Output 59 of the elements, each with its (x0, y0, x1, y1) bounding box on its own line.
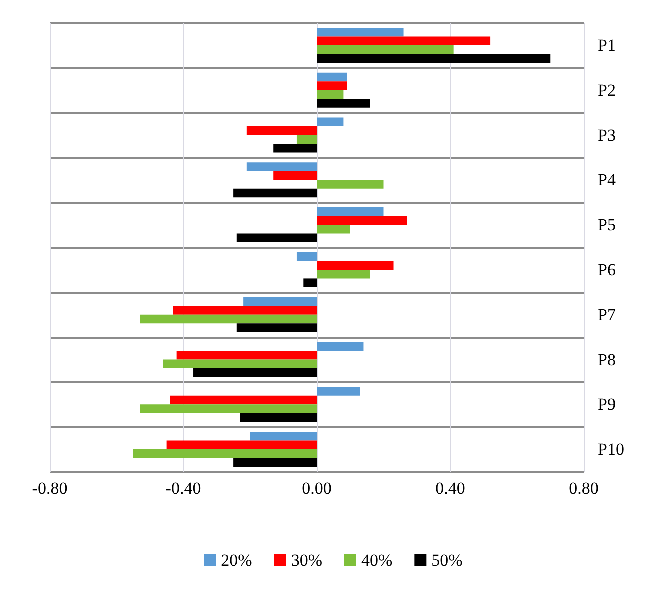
bar (317, 180, 384, 189)
bar (234, 458, 317, 468)
y-tick-label: P3 (598, 126, 616, 145)
y-tick-label: P8 (598, 350, 616, 370)
bar (317, 45, 454, 54)
x-tick-label: 0.40 (436, 479, 466, 498)
bar (244, 297, 317, 306)
legend-label: 30% (291, 551, 323, 570)
bar (274, 171, 317, 180)
bar (317, 90, 344, 100)
bar (317, 387, 360, 396)
bar (317, 99, 370, 108)
bar (317, 54, 551, 63)
bar (173, 306, 317, 315)
bar (140, 314, 317, 324)
y-tick-label: P7 (598, 305, 616, 324)
bar (246, 126, 317, 136)
bar (317, 225, 350, 234)
bar (317, 82, 348, 90)
bar (304, 278, 317, 288)
bar (317, 72, 348, 82)
bar (317, 270, 370, 279)
y-tick-label: P9 (598, 395, 616, 414)
bar (240, 413, 317, 422)
bar (246, 162, 317, 172)
x-tick-label: 0.80 (569, 479, 599, 498)
bar (317, 216, 408, 226)
bar (317, 342, 364, 351)
legend-label: 50% (432, 551, 463, 570)
y-tick-label: P10 (598, 440, 624, 460)
bar (250, 432, 317, 441)
y-tick-label: P5 (598, 216, 616, 235)
legend-label: 20% (221, 551, 252, 570)
bar (317, 261, 394, 270)
bar (236, 324, 317, 332)
legend-label: 40% (362, 551, 393, 570)
bar (140, 404, 317, 414)
bar (317, 36, 491, 46)
bar (194, 368, 317, 378)
y-tick-label: P6 (598, 260, 616, 280)
x-tick-label: -0.40 (166, 479, 202, 498)
bar (296, 252, 317, 262)
bar (176, 350, 317, 360)
x-tick-label: -0.80 (32, 479, 68, 498)
bar (296, 135, 317, 144)
bar (166, 440, 317, 450)
bar (274, 144, 317, 153)
bar (234, 188, 317, 198)
bar (317, 28, 404, 37)
y-tick-label: P2 (598, 80, 616, 100)
bar (236, 234, 317, 243)
y-tick-label: P1 (598, 36, 616, 55)
bar (170, 396, 317, 405)
bar (317, 208, 384, 216)
bar (133, 450, 317, 458)
bar (317, 118, 344, 126)
x-tick-label: 0.00 (302, 479, 332, 498)
bar (163, 360, 317, 369)
y-tick-label: P4 (598, 170, 616, 190)
